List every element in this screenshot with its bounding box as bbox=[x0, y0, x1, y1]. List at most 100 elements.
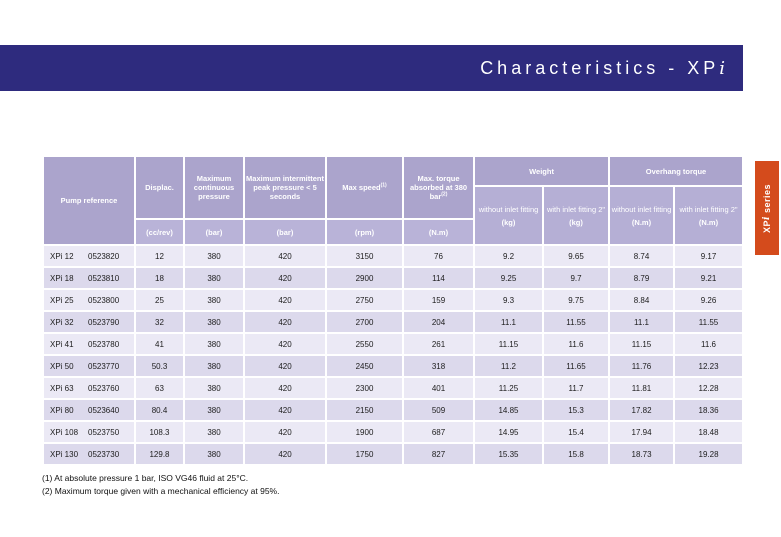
table-cell-overhang-without: 11.81 bbox=[608, 376, 676, 400]
weight-without-unit: (kg) bbox=[501, 217, 516, 227]
pump-model: XPi 108 bbox=[50, 427, 79, 437]
table-cell-weight-without: 9.3 bbox=[473, 288, 544, 312]
table-cell-max-cont-pressure: 380 bbox=[183, 266, 245, 290]
table-cell-weight-with: 9.75 bbox=[541, 288, 611, 312]
table-cell-max-cont-pressure: 380 bbox=[183, 332, 245, 356]
pump-code: 0523820 bbox=[88, 251, 120, 261]
table-cell-displacement: 63 bbox=[134, 376, 185, 400]
table-cell-overhang-without: 11.76 bbox=[608, 354, 676, 378]
col-header-max-torque: Max. torque absorbed at 380 bar(2) bbox=[402, 155, 475, 220]
pump-model: XPi 41 bbox=[50, 339, 74, 349]
table-cell-overhang-with: 18.48 bbox=[673, 420, 745, 444]
table-cell-max-peak-pressure: 420 bbox=[243, 398, 327, 422]
pump-code: 0523780 bbox=[88, 339, 120, 349]
table-cell-overhang-with: 9.21 bbox=[673, 266, 745, 290]
table-cell-weight-without: 11.2 bbox=[473, 354, 544, 378]
table-cell-max-cont-pressure: 380 bbox=[183, 420, 245, 444]
pump-code: 0523800 bbox=[88, 295, 120, 305]
series-tab-xp: XP bbox=[762, 219, 772, 233]
unit-max-intermittent-pressure: (bar) bbox=[243, 218, 327, 246]
pump-code: 0523810 bbox=[88, 273, 120, 283]
pump-model: XPi 130 bbox=[50, 449, 79, 459]
weight-with-label: with inlet fitting 2" bbox=[546, 204, 606, 214]
unit-max-torque: (N.m) bbox=[402, 218, 475, 246]
table-cell-overhang-without: 11.1 bbox=[608, 310, 676, 334]
table-cell-overhang-without: 17.82 bbox=[608, 398, 676, 422]
table-cell-max-peak-pressure: 420 bbox=[243, 354, 327, 378]
table-cell-weight-with: 11.6 bbox=[541, 332, 611, 356]
table-cell-max-speed: 2550 bbox=[325, 332, 404, 356]
weight-with-unit: (kg) bbox=[569, 217, 583, 227]
pump-model: XPi 32 bbox=[50, 317, 74, 327]
pump-code: 0523760 bbox=[88, 383, 120, 393]
unit-max-speed: (rpm) bbox=[325, 218, 404, 246]
table-cell-max-speed: 1750 bbox=[325, 442, 404, 466]
col-header-weight-with-fitting: with inlet fitting 2" (kg) bbox=[541, 185, 611, 246]
table-cell-displacement: 41 bbox=[134, 332, 185, 356]
table-row: XPi 18 0523810 18 380 420 2900 114 9.25 9.7 8.79 9… bbox=[42, 266, 745, 290]
pump-reference-cell: XPi 18 0523810 bbox=[42, 266, 136, 290]
footnote-2: (2) Maximum torque given with a mechanic… bbox=[42, 486, 280, 496]
weight-without-label: without inlet fitting bbox=[478, 204, 539, 214]
page-title-italic-i: i bbox=[719, 57, 729, 79]
table-cell-weight-with: 11.65 bbox=[541, 354, 611, 378]
pump-reference-cell: XPi 108 0523750 bbox=[42, 420, 136, 444]
table-cell-max-torque: 261 bbox=[402, 332, 475, 356]
table-row: XPi 80 0523640 80.4 380 420 2150 509 14.85 15.3 1… bbox=[42, 398, 745, 422]
table-cell-weight-without: 14.95 bbox=[473, 420, 544, 444]
title-banner: Characteristics - XPi bbox=[0, 45, 743, 91]
pump-reference-cell: XPi 50 0523770 bbox=[42, 354, 136, 378]
max-speed-footnote-ref: (1) bbox=[380, 182, 387, 189]
table-row: XPi 63 0523760 63 380 420 2300 401 11.25 11.7 11.… bbox=[42, 376, 745, 400]
pump-code: 0523640 bbox=[88, 405, 120, 415]
unit-displacement: (cc/rev) bbox=[134, 218, 185, 246]
table-cell-weight-with: 9.65 bbox=[541, 244, 611, 268]
pump-model: XPi 25 bbox=[50, 295, 74, 305]
footnotes: (1) At absolute pressure 1 bar, ISO VG46… bbox=[42, 472, 279, 498]
table-cell-max-cont-pressure: 380 bbox=[183, 288, 245, 312]
table-row: XPi 41 0523780 41 380 420 2550 261 11.15 11.6 11.… bbox=[42, 332, 745, 356]
series-tab-series: series bbox=[762, 183, 772, 216]
table-cell-weight-without: 11.25 bbox=[473, 376, 544, 400]
table-cell-overhang-with: 11.55 bbox=[673, 310, 745, 334]
table-cell-max-cont-pressure: 380 bbox=[183, 244, 245, 268]
col-header-displacement: Displac. bbox=[134, 155, 185, 220]
pump-code: 0523770 bbox=[88, 361, 120, 371]
table-row: XPi 108 0523750 108.3 380 420 1900 687 14.95 15.… bbox=[42, 420, 745, 444]
page-title-text: Characteristics - XP bbox=[480, 57, 720, 78]
overhang-with-unit: (N.m) bbox=[698, 217, 719, 227]
table-cell-overhang-without: 17.94 bbox=[608, 420, 676, 444]
table-cell-max-peak-pressure: 420 bbox=[243, 442, 327, 466]
table-cell-max-peak-pressure: 420 bbox=[243, 310, 327, 334]
table-cell-weight-with: 15.8 bbox=[541, 442, 611, 466]
overhang-without-unit: (N.m) bbox=[631, 217, 652, 227]
table-cell-max-torque: 827 bbox=[402, 442, 475, 466]
pump-reference-cell: XPi 41 0523780 bbox=[42, 332, 136, 356]
table-cell-max-speed: 2150 bbox=[325, 398, 404, 422]
col-header-overhang-without-fitting: without inlet fitting (N.m) bbox=[608, 185, 676, 246]
footnote-1: (1) At absolute pressure 1 bar, ISO VG46… bbox=[42, 473, 249, 483]
series-side-tab: XPi series bbox=[755, 161, 779, 255]
table-cell-max-torque: 318 bbox=[402, 354, 475, 378]
pump-code: 0523750 bbox=[88, 427, 120, 437]
table-row: XPi 130 0523730 129.8 380 420 1750 827 15.35 15.… bbox=[42, 442, 745, 466]
col-header-max-continuous-pressure: Maximum continuous pressure bbox=[183, 155, 245, 220]
table-cell-max-peak-pressure: 420 bbox=[243, 266, 327, 290]
series-tab-label: XPi series bbox=[762, 184, 772, 233]
pump-reference-cell: XPi 32 0523790 bbox=[42, 310, 136, 334]
pump-model: XPi 63 bbox=[50, 383, 74, 393]
pump-reference-cell: XPi 63 0523760 bbox=[42, 376, 136, 400]
header-row-units: (cc/rev) (bar) (bar) (rpm) (N.m) bbox=[43, 218, 743, 246]
table-row: XPi 25 0523800 25 380 420 2750 159 9.3 9.75 8.84 9… bbox=[42, 288, 745, 312]
header-row-subcolumns: without inlet fitting (kg) with inlet fi… bbox=[43, 185, 745, 246]
table-cell-max-peak-pressure: 420 bbox=[243, 420, 327, 444]
table-cell-displacement: 129.8 bbox=[134, 442, 185, 466]
pump-model: XPi 12 bbox=[50, 251, 74, 261]
table-cell-weight-with: 11.55 bbox=[541, 310, 611, 334]
table-cell-max-peak-pressure: 420 bbox=[243, 288, 327, 312]
table-cell-max-speed: 2750 bbox=[325, 288, 404, 312]
col-header-overhang-with-fitting: with inlet fitting 2" (N.m) bbox=[673, 185, 745, 246]
pump-reference-cell: XPi 80 0523640 bbox=[42, 398, 136, 422]
pump-code: 0523790 bbox=[88, 317, 120, 327]
series-tab-italic-i: i bbox=[762, 215, 772, 220]
